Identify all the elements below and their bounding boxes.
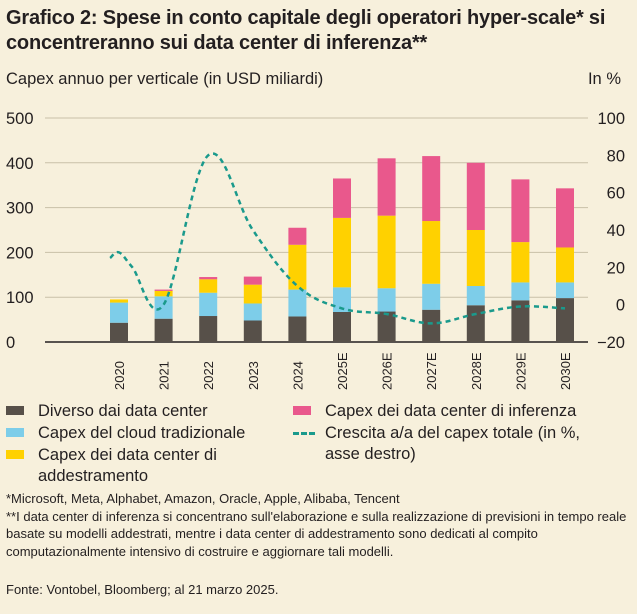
legend-cloud: Capex del cloud tradizionale <box>6 423 306 444</box>
right-tick-label: 20 <box>607 259 625 277</box>
growth-line-series <box>109 152 566 325</box>
legend-training-label: Capex dei data center di addestramento <box>38 446 217 485</box>
footnote-companies: *Microsoft, Meta, Alphabet, Amazon, Orac… <box>6 491 400 506</box>
bar-cloud-2020 <box>110 302 128 323</box>
bar-training-2020 <box>110 299 128 303</box>
bar-other-2027E <box>422 309 441 342</box>
legend-inference-label: Capex dei data center di inferenza <box>325 402 577 420</box>
bar-cloud-2026E <box>377 288 396 312</box>
legend-inference-swatch <box>293 406 311 415</box>
bar-training-2023 <box>243 284 262 304</box>
legend-training: Capex dei data center di addestramento <box>6 445 276 487</box>
legend-cloud-swatch <box>6 428 24 437</box>
bar-inference-2030E <box>556 188 574 248</box>
bar-training-2028E <box>466 230 485 286</box>
right-tick-label: 0 <box>616 297 625 315</box>
bar-inference-2026E <box>377 158 396 216</box>
category-label-2028E: 2028E <box>469 352 484 390</box>
bar-cloud-2027E <box>422 283 441 310</box>
legend-other-swatch <box>6 406 24 415</box>
bar-cloud-2023 <box>243 303 262 321</box>
right-tick-label: 40 <box>607 222 625 240</box>
bar-cloud-2024 <box>288 289 307 317</box>
legend-cloud-label: Capex del cloud tradizionale <box>38 424 246 442</box>
category-label-2025E: 2025E <box>335 352 350 390</box>
legend-other-label: Diverso dai data center <box>38 402 208 420</box>
right-tick-label: 60 <box>607 185 625 203</box>
left-tick-label: 500 <box>6 110 34 128</box>
bar-other-2021 <box>154 318 173 342</box>
bar-cloud-2028E <box>466 286 485 306</box>
category-label-2026E: 2026E <box>380 352 395 390</box>
bar-training-2026E <box>377 215 396 289</box>
bar-training-2025E <box>333 217 351 288</box>
bar-other-2029E <box>511 300 530 342</box>
bar-other-2020 <box>110 322 128 342</box>
bar-other-2022 <box>199 316 218 342</box>
chart-title: Grafico 2: Spese in conto capitale degli… <box>6 7 606 54</box>
category-label-2030E: 2030E <box>558 352 573 390</box>
left-tick-label: 0 <box>6 334 15 352</box>
bar-training-2030E <box>556 247 574 283</box>
bar-other-2026E <box>377 311 396 342</box>
bar-other-2024 <box>288 316 307 342</box>
legend-training-swatch <box>6 450 24 459</box>
bar-inference-2023 <box>243 276 262 285</box>
bar-training-2021 <box>154 290 173 297</box>
legend-inference: Capex dei data center di inferenza <box>293 401 633 422</box>
category-label-2029E: 2029E <box>513 352 528 390</box>
bar-training-2022 <box>199 279 218 293</box>
bar-inference-2025E <box>333 178 351 218</box>
bar-other-2025E <box>333 311 351 342</box>
category-label-2024: 2024 <box>290 361 305 390</box>
bar-inference-2022 <box>199 277 218 280</box>
category-label-2022: 2022 <box>201 361 216 390</box>
right-axis-label: In % <box>587 70 621 88</box>
right-tick-label: 100 <box>597 110 625 128</box>
bar-other-2023 <box>243 320 262 342</box>
bar-other-2028E <box>466 305 485 342</box>
bar-cloud-2030E <box>556 282 574 299</box>
legend-growth: Crescita a/a del capex totale (in %, ass… <box>293 423 603 465</box>
left-axis-label: Capex annuo per verticale (in USD miliar… <box>6 70 324 88</box>
legend-other: Diverso dai data center <box>6 401 306 422</box>
category-label-2020: 2020 <box>112 361 127 390</box>
left-tick-label: 100 <box>6 289 34 307</box>
bar-inference-2027E <box>422 156 441 222</box>
left-tick-label: 200 <box>6 244 34 262</box>
category-label-2021: 2021 <box>157 361 172 390</box>
bar-inference-2024 <box>288 227 307 245</box>
bar-cloud-2025E <box>333 287 351 312</box>
bar-training-2027E <box>422 221 441 284</box>
bar-inference-2021 <box>154 289 173 291</box>
bar-inference-2029E <box>511 179 530 243</box>
bar-training-2029E <box>511 242 530 283</box>
bar-inference-2028E <box>466 162 485 230</box>
right-tick-label: −20 <box>597 334 625 352</box>
bar-cloud-2029E <box>511 282 530 301</box>
source-note: Fonte: Vontobel, Bloomberg; al 21 marzo … <box>6 582 279 597</box>
footnotes: *Microsoft, Meta, Alphabet, Amazon, Orac… <box>6 490 631 560</box>
category-label-2023: 2023 <box>246 361 261 390</box>
left-tick-label: 300 <box>6 200 34 218</box>
footnote-definition: **I data center di inferenza si concentr… <box>6 508 627 559</box>
legend-growth-label: Crescita a/a del capex totale (in %, ass… <box>325 424 580 463</box>
bar-cloud-2021 <box>154 296 173 319</box>
category-label-2027E: 2027E <box>424 352 439 390</box>
right-tick-label: 80 <box>607 147 625 165</box>
legend-growth-swatch <box>293 432 315 435</box>
left-tick-label: 400 <box>6 155 34 173</box>
bar-training-2024 <box>288 244 307 290</box>
bar-cloud-2022 <box>199 292 218 317</box>
bar-other-2030E <box>556 298 574 342</box>
